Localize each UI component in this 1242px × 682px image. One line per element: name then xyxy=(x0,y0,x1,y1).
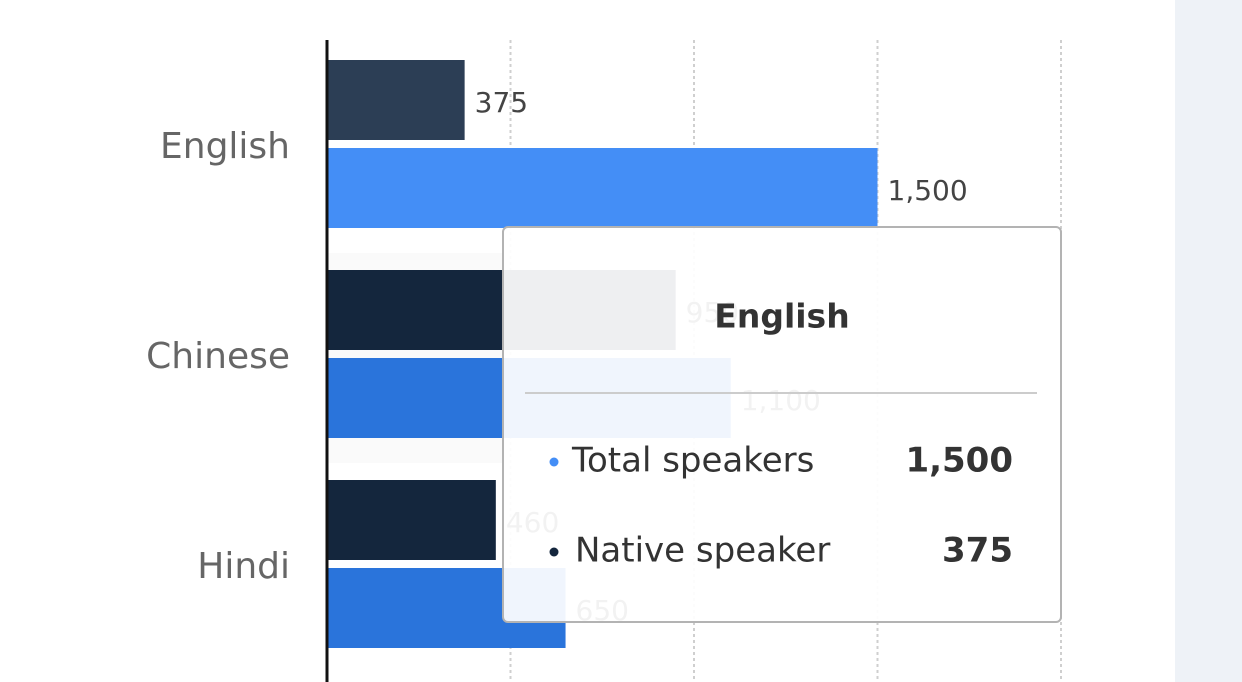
bar xyxy=(327,480,496,560)
tooltip-marker xyxy=(549,457,559,467)
tooltip-value: 375 xyxy=(942,531,1013,571)
y-tick-label: English xyxy=(160,126,290,167)
tooltip-box xyxy=(502,226,1062,623)
bar xyxy=(327,148,878,228)
tooltip-title: English xyxy=(714,297,849,336)
tooltip-value: 1,500 xyxy=(905,441,1013,481)
side-panel xyxy=(1175,0,1242,682)
tooltip-series-name: Native speaker xyxy=(575,531,830,571)
value-label: 1,500 xyxy=(888,174,968,207)
tooltip: English Total speakers 1,500 Native spea… xyxy=(502,226,1062,623)
value-label: 375 xyxy=(475,86,528,119)
bar xyxy=(327,60,465,140)
y-tick-label: Chinese xyxy=(146,336,290,377)
tooltip-series-name: Total speakers xyxy=(571,441,814,481)
y-tick-label: Hindi xyxy=(197,546,290,587)
tooltip-marker xyxy=(549,547,559,557)
